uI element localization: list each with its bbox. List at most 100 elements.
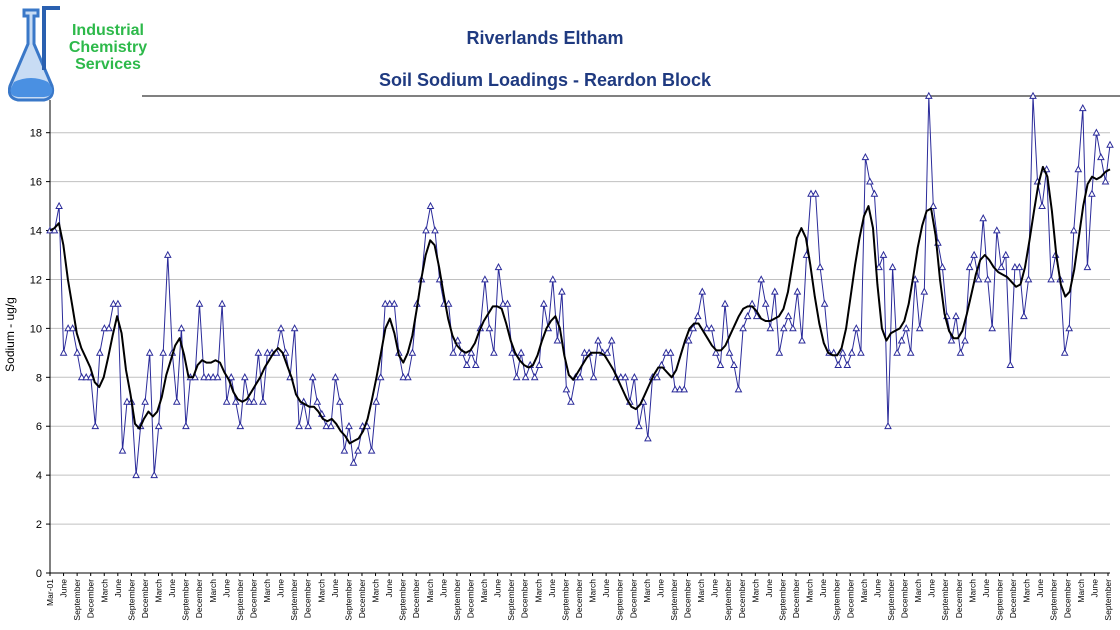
data-point-marker [558, 287, 566, 295]
data-point-marker [757, 275, 766, 283]
data-point-marker [462, 360, 471, 368]
y-tick-label: 4 [36, 470, 42, 482]
x-tick-label: December [140, 579, 150, 618]
company-logo: Industrial Chemistry Services [7, 4, 148, 106]
data-point-marker [331, 373, 340, 381]
x-tick-label: September [777, 579, 787, 621]
data-point-marker [431, 226, 439, 234]
moving-average-trend-line [49, 165, 1111, 445]
x-tick-label: September [560, 579, 570, 621]
data-point-marker [408, 348, 417, 356]
x-tick-label: March [316, 579, 326, 603]
data-point-marker [698, 287, 707, 295]
x-tick-label: September [398, 579, 408, 621]
data-point-marker [938, 262, 947, 271]
x-tick-label: March [913, 579, 923, 603]
data-point-marker [82, 373, 91, 381]
data-point-marker [471, 360, 480, 368]
data-point-marker [671, 385, 679, 393]
x-tick-label: March [588, 579, 598, 603]
data-point-marker [1088, 189, 1096, 197]
data-point-marker [721, 299, 729, 307]
data-point-marker [974, 275, 983, 283]
data-point-marker [770, 287, 779, 295]
data-point-marker [218, 299, 226, 307]
x-tick-label: September [1049, 579, 1059, 621]
data-point-marker [245, 397, 254, 405]
data-point-marker [1029, 91, 1037, 99]
data-point-marker [1092, 128, 1101, 136]
y-tick-label: 16 [30, 177, 42, 189]
sodium-series-line [50, 95, 1111, 476]
x-tick-label: September [181, 579, 191, 621]
x-tick-label: September [72, 579, 82, 621]
logo-text: Industrial Chemistry Services [60, 22, 156, 73]
x-tick-label: December [845, 579, 855, 618]
x-tick-label: September [343, 579, 353, 621]
data-point-marker [354, 446, 362, 454]
data-point-marker [55, 201, 63, 209]
x-tick-label: June [818, 579, 828, 598]
data-point-marker [739, 324, 747, 332]
data-point-marker [145, 348, 154, 356]
data-point-marker [702, 324, 711, 332]
x-tick-label: June [59, 579, 69, 598]
x-tick-label: March [99, 579, 109, 603]
data-point-marker [154, 421, 163, 430]
data-point-marker [730, 360, 738, 368]
x-tick-label: June [601, 579, 611, 598]
data-point-marker [91, 421, 100, 430]
x-tick-label: December [791, 579, 801, 618]
data-point-marker [621, 373, 630, 381]
data-point-marker [576, 373, 584, 381]
data-point-marker [182, 421, 190, 430]
x-tick-label: March [750, 579, 760, 603]
data-point-marker [820, 299, 829, 307]
data-point-marker [530, 373, 539, 381]
data-point-marker [929, 201, 938, 209]
data-point-marker [263, 348, 272, 356]
data-point-marker [956, 348, 965, 356]
x-tick-label: June [927, 579, 937, 598]
data-point-marker [372, 397, 381, 405]
data-point-marker [875, 262, 883, 271]
x-tick-label: June [221, 579, 231, 598]
x-tick-label: December [194, 579, 204, 618]
data-point-marker [114, 299, 122, 307]
x-tick-label: March [425, 579, 435, 603]
data-point-marker [95, 348, 104, 356]
x-tick-label: September [886, 579, 896, 621]
data-point-marker [109, 299, 118, 307]
data-point-marker [1001, 250, 1010, 258]
data-point-marker [281, 348, 290, 356]
x-tick-label: March [967, 579, 977, 603]
data-point-marker [163, 250, 172, 258]
x-tick-label: March [805, 579, 815, 603]
data-point-marker [988, 324, 997, 332]
y-tick-label: 8 [36, 372, 42, 384]
data-point-marker [200, 373, 208, 381]
x-tick-label: September [832, 579, 842, 621]
y-axis-title: Sodium - ug/g [3, 297, 17, 372]
data-point-marker [1078, 103, 1087, 112]
x-tick-label: June [276, 579, 286, 598]
data-point-marker [195, 299, 204, 307]
x-tick-label: June [981, 579, 991, 598]
x-tick-label: June [1089, 579, 1099, 598]
data-point-marker [725, 348, 734, 356]
x-tick-label: December [628, 579, 638, 618]
data-point-marker [816, 262, 824, 271]
data-point-marker [385, 299, 394, 307]
data-point-marker [254, 348, 263, 356]
data-point-marker [979, 214, 988, 222]
y-tick-label: 2 [36, 519, 42, 531]
data-point-marker [743, 311, 752, 320]
x-tick-label: September [940, 579, 950, 621]
data-point-marker [689, 324, 698, 332]
x-tick-label: March [371, 579, 381, 603]
x-tick-label: June [330, 579, 340, 598]
data-point-marker [1011, 262, 1019, 271]
x-tick-label: June [493, 579, 503, 598]
data-point-marker [607, 336, 616, 344]
